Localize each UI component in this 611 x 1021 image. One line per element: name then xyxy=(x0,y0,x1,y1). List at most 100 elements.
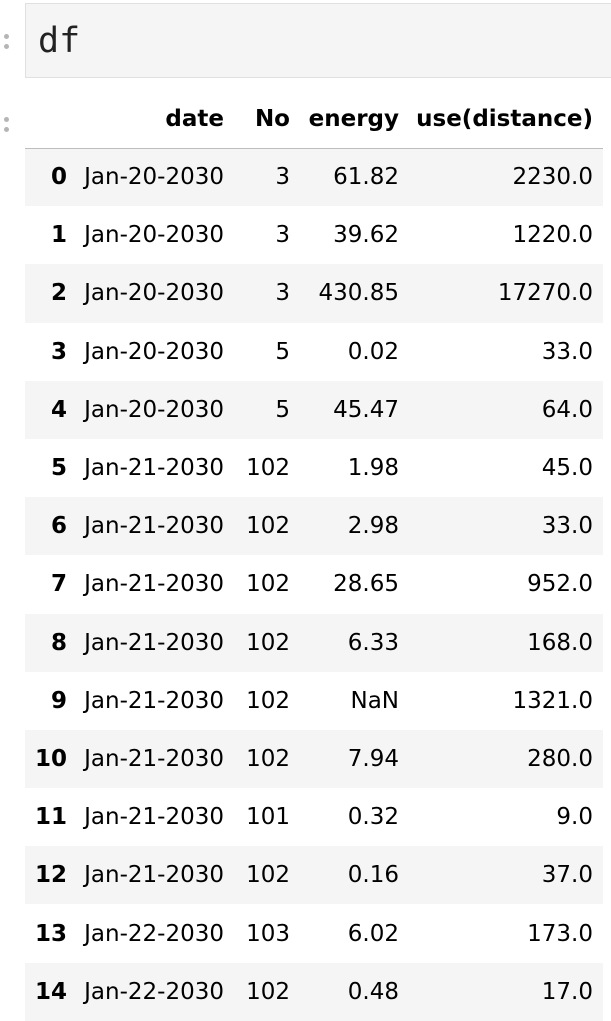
energy-cell: 6.02 xyxy=(347,920,399,947)
table-body: 0 Jan-20-2030 3 61.82 2230.0 1 Jan-20-2030 3 39.… xyxy=(25,148,603,1021)
no-cell: 3 xyxy=(275,280,290,307)
table-row: 5 Jan-21-2030 102 1.98 45.0 xyxy=(25,439,603,497)
energy-cell: 7.94 xyxy=(347,745,399,772)
code-text[interactable]: df xyxy=(38,21,81,61)
table-header-row: date No energy use(distance) xyxy=(25,90,603,148)
drag-handle-dot-icon xyxy=(3,117,9,122)
row-index-cell: 7 xyxy=(50,571,67,598)
table-row: 11 Jan-21-2030 101 0.32 9.0 xyxy=(25,788,603,846)
energy-cell: 0.48 xyxy=(347,978,399,1005)
date-cell: Jan-21-2030 xyxy=(84,687,224,714)
no-cell: 102 xyxy=(246,455,290,482)
use-distance-cell: 1321.0 xyxy=(512,687,593,714)
table-row: 4 Jan-20-2030 5 45.47 64.0 xyxy=(25,380,603,439)
no-cell: 102 xyxy=(246,571,290,598)
no-cell: 5 xyxy=(275,396,290,423)
table-row: 14 Jan-22-2030 102 0.48 17.0 xyxy=(25,962,603,1021)
date-cell: Jan-21-2030 xyxy=(84,804,224,831)
use-distance-cell: 64.0 xyxy=(541,396,593,423)
use-distance-cell: 33.0 xyxy=(541,338,593,365)
no-cell: 102 xyxy=(246,978,290,1005)
date-cell: Jan-20-2030 xyxy=(84,222,224,249)
output-cell-drag-handle[interactable] xyxy=(0,117,12,132)
row-index-cell: 10 xyxy=(34,745,67,772)
row-index-cell: 13 xyxy=(34,920,67,947)
row-index-cell: 0 xyxy=(50,164,67,191)
column-header-energy: energy xyxy=(308,105,399,132)
row-index-cell: 4 xyxy=(50,396,67,423)
energy-cell: 45.47 xyxy=(333,396,399,423)
no-cell: 5 xyxy=(275,338,290,365)
dataframe-table: date No energy use(distance) 0 Jan-20-203… xyxy=(25,90,603,1021)
row-index-cell: 3 xyxy=(50,338,67,365)
use-distance-cell: 2230.0 xyxy=(512,164,593,191)
row-index-cell: 9 xyxy=(50,687,67,714)
no-cell: 102 xyxy=(246,513,290,540)
no-cell: 102 xyxy=(246,687,290,714)
date-cell: Jan-22-2030 xyxy=(84,920,224,947)
table-row: 3 Jan-20-2030 5 0.02 33.0 xyxy=(25,323,603,381)
column-header-use-distance: use(distance) xyxy=(416,105,593,132)
row-index-cell: 5 xyxy=(50,455,67,482)
no-cell: 3 xyxy=(275,222,290,249)
no-cell: 3 xyxy=(275,164,290,191)
use-distance-cell: 33.0 xyxy=(541,513,593,540)
use-distance-cell: 45.0 xyxy=(541,455,593,482)
no-cell: 101 xyxy=(246,804,290,831)
use-distance-cell: 280.0 xyxy=(527,745,593,772)
table-row: 6 Jan-21-2030 102 2.98 33.0 xyxy=(25,497,603,556)
row-index-cell: 8 xyxy=(50,629,67,656)
input-cell-drag-handle[interactable] xyxy=(0,34,12,49)
date-cell: Jan-20-2030 xyxy=(84,164,224,191)
table-row: 7 Jan-21-2030 102 28.65 952.0 xyxy=(25,555,603,613)
table-row: 12 Jan-21-2030 102 0.16 37.0 xyxy=(25,846,603,905)
column-header-date: date xyxy=(165,105,224,132)
energy-cell: 430.85 xyxy=(318,280,399,307)
cell-output: date No energy use(distance) 0 Jan-20-203… xyxy=(25,90,603,1021)
table-row: 1 Jan-20-2030 3 39.62 1220.0 xyxy=(25,206,603,264)
no-cell: 103 xyxy=(246,920,290,947)
date-cell: Jan-21-2030 xyxy=(84,571,224,598)
no-cell: 102 xyxy=(246,862,290,889)
drag-handle-dot-icon xyxy=(3,34,9,39)
use-distance-cell: 17270.0 xyxy=(497,280,593,307)
energy-cell: NaN xyxy=(350,687,399,714)
no-cell: 102 xyxy=(246,745,290,772)
energy-cell: 0.16 xyxy=(347,862,399,889)
drag-handle-dot-icon xyxy=(3,127,9,132)
energy-cell: 0.32 xyxy=(347,804,399,831)
use-distance-cell: 37.0 xyxy=(541,862,593,889)
energy-cell: 0.02 xyxy=(347,338,399,365)
date-cell: Jan-21-2030 xyxy=(84,745,224,772)
date-cell: Jan-20-2030 xyxy=(84,396,224,423)
table-row: 0 Jan-20-2030 3 61.82 2230.0 xyxy=(25,148,603,207)
no-cell: 102 xyxy=(246,629,290,656)
date-cell: Jan-22-2030 xyxy=(84,978,224,1005)
energy-cell: 6.33 xyxy=(347,629,399,656)
table-row: 10 Jan-21-2030 102 7.94 280.0 xyxy=(25,729,603,789)
table-row: 8 Jan-21-2030 102 6.33 168.0 xyxy=(25,613,603,672)
row-index-cell: 12 xyxy=(34,862,67,889)
date-cell: Jan-21-2030 xyxy=(84,629,224,656)
energy-cell: 1.98 xyxy=(347,455,399,482)
energy-cell: 39.62 xyxy=(333,222,399,249)
energy-cell: 28.65 xyxy=(333,571,399,598)
row-index-cell: 6 xyxy=(50,513,67,540)
drag-handle-dot-icon xyxy=(3,44,9,49)
code-input-cell[interactable]: df xyxy=(25,3,611,78)
use-distance-cell: 168.0 xyxy=(527,629,593,656)
column-header-index xyxy=(25,90,77,148)
date-cell: Jan-21-2030 xyxy=(84,513,224,540)
row-index-cell: 1 xyxy=(50,222,67,249)
use-distance-cell: 17.0 xyxy=(541,978,593,1005)
table-row: 2 Jan-20-2030 3 430.85 17270.0 xyxy=(25,264,603,323)
use-distance-cell: 173.0 xyxy=(527,920,593,947)
table-row: 13 Jan-22-2030 103 6.02 173.0 xyxy=(25,904,603,962)
column-header-no: No xyxy=(254,105,290,132)
table-row: 9 Jan-21-2030 102 NaN 1321.0 xyxy=(25,672,603,730)
energy-cell: 61.82 xyxy=(333,164,399,191)
energy-cell: 2.98 xyxy=(347,513,399,540)
use-distance-cell: 9.0 xyxy=(556,804,593,831)
date-cell: Jan-20-2030 xyxy=(84,338,224,365)
date-cell: Jan-21-2030 xyxy=(84,455,224,482)
